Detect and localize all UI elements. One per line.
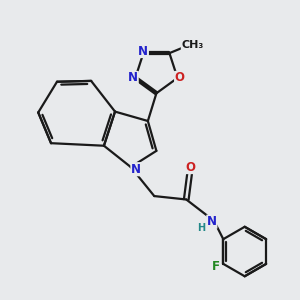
- Text: O: O: [185, 160, 196, 174]
- Text: N: N: [128, 71, 138, 84]
- Text: CH₃: CH₃: [181, 40, 204, 50]
- Text: H: H: [197, 224, 205, 233]
- Text: O: O: [175, 71, 184, 84]
- Text: N: N: [131, 163, 141, 176]
- Text: F: F: [212, 260, 220, 272]
- Text: N: N: [207, 215, 217, 228]
- Text: N: N: [138, 44, 148, 58]
